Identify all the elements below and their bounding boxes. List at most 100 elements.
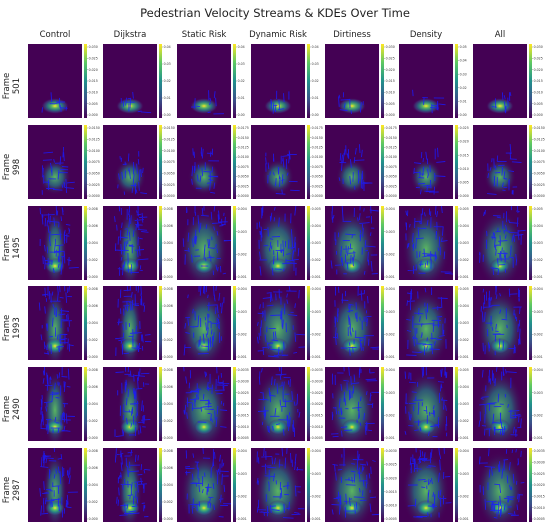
kde-blob [342,419,362,435]
colorbar-tick-label: 0.004 [460,449,469,453]
heatmap-panel: 0.0035 0.0030 0.0025 0.0020 0.0015 0.0010 0.00… [177,367,249,441]
colorbar-tick-label: 0.0025 [534,472,545,476]
colorbar-tick-label: 0.002 [312,494,321,498]
colorbar-tick-label: 0.0150 [386,136,397,140]
colorbar [159,367,162,441]
colorbar-tick-label: 0.006 [164,466,173,470]
colorbar-tick-label: 0.025 [534,56,543,60]
colorbar-tick-label: 0.002 [386,252,395,256]
colorbar-tick-label: 0.002 [386,332,395,336]
velocity-streamlines [191,147,220,194]
velocity-streamlines [487,144,522,195]
velocity-streamlines [183,286,225,356]
velocity-streamlines [115,286,152,356]
colorbar [529,448,532,522]
colorbar-tick-label: 0.0125 [534,137,545,141]
colorbar [529,206,532,280]
velocity-streamlines [332,286,379,356]
kde-blob [336,159,368,195]
colorbar-tick-label: 0.002 [460,494,469,498]
colorbar-tick-label: 0.010 [534,90,543,94]
colorbar-tick-label: 0.003 [386,310,395,314]
heatmap-panel: 0.004 0.003 0.002 0.001 [325,286,395,360]
colorbar-tick-label: 0.008 [164,207,173,211]
velocity-streamlines [191,90,225,115]
colorbar-tick-label: 0.020 [460,140,469,144]
velocity-streamlines [114,206,149,276]
heatmap-panel: 0.008 0.006 0.004 0.002 0.000 [28,448,98,522]
kde-blob [268,258,288,274]
colorbar-tick-label: 0.006 [164,385,173,389]
colorbar [233,206,236,280]
velocity-streamlines [480,286,522,356]
column-label: All [494,30,506,40]
velocity-streamlines [406,287,448,356]
colorbar-tick-label: 0.004 [164,321,173,325]
velocity-streamlines [120,91,152,114]
colorbar-tick-label: 0.008 [164,449,173,453]
colorbar-tick-label: 0.003 [386,391,395,395]
kde-blob [120,419,140,435]
velocity-streamlines [114,448,151,518]
colorbar-tick-label: 0.000 [164,275,173,279]
colorbar-tick-label: 0.02 [238,79,245,83]
velocity-streamlines [270,90,290,114]
colorbar-tick-label: 0.0000 [386,194,397,198]
velocity-streamlines [256,448,305,519]
velocity-streamlines [114,367,151,438]
colorbar-tick-label: 0.002 [534,332,543,336]
colorbar [455,44,458,118]
colorbar-tick-label: 0.0030 [534,460,545,464]
kde-blob [180,289,228,360]
kde-blob [180,209,228,280]
velocity-streamlines [338,92,364,114]
kde-blob [120,338,140,354]
colorbar-tick-label: 0.004 [164,241,173,245]
heatmap-panel: 0.04 0.03 0.02 0.01 0.00 [103,44,171,118]
column-label: Dynamic Risk [249,30,307,40]
colorbar-tick-label: 0.000 [386,113,395,117]
colorbar-tick-label: 0.003 [312,310,321,314]
colorbar [307,286,310,360]
colorbar-tick-label: 0.0125 [164,137,175,141]
heatmap-panel: 0.0150 0.0125 0.0100 0.0075 0.0050 0.0025 0.00… [473,125,545,199]
colorbar [159,44,162,118]
colorbar-tick-label: 0.0005 [312,436,323,440]
colorbar-tick-label: 0.002 [460,258,469,262]
velocity-streamlines [38,286,74,355]
colorbar-tick-label: 0.0035 [312,368,323,372]
colorbar [307,206,310,280]
colorbar-tick-label: 0.020 [534,68,543,72]
colorbar-tick-label: 0.0050 [89,171,100,175]
colorbar-tick-label: 0.0050 [386,175,397,179]
colorbar [381,448,384,522]
kde-blob [416,338,436,354]
velocity-streamlines [39,448,78,518]
figure-title: Pedestrian Velocity Streams & KDEs Over … [140,6,410,20]
colorbar-tick-label: 0.0025 [312,184,323,188]
colorbar-tick-label: 0.004 [534,368,543,372]
colorbar-tick-label: 0.003 [386,230,395,234]
colorbar-tick-label: 0.001 [386,275,395,279]
colorbar-tick-label: 0.000 [89,275,98,279]
colorbar-tick-label: 0.006 [89,224,98,228]
kde-blob [188,159,220,195]
colorbar-tick-label: 0.004 [386,207,395,211]
kde-blob [486,98,514,114]
colorbar-tick-label: 0.004 [534,287,543,291]
colorbar-tick-label: 0.04 [312,45,319,49]
colorbar-tick-label: 0.003 [238,472,247,476]
colorbar-tick-label: 0.01 [460,100,467,104]
colorbar-tick-label: 0.0050 [534,171,545,175]
colorbar-tick-label: 0.015 [89,79,98,83]
colorbar-tick-label: 0.008 [89,449,98,453]
kde-blob [402,451,450,522]
kde-blob [45,419,65,435]
velocity-streamlines [265,150,300,195]
velocity-streamlines [338,144,373,191]
colorbar-tick-label: 0.004 [460,224,469,228]
colorbar-tick-label: 0.0150 [312,136,323,140]
colorbar-tick-label: 0.002 [89,338,98,342]
colorbar [307,448,310,522]
